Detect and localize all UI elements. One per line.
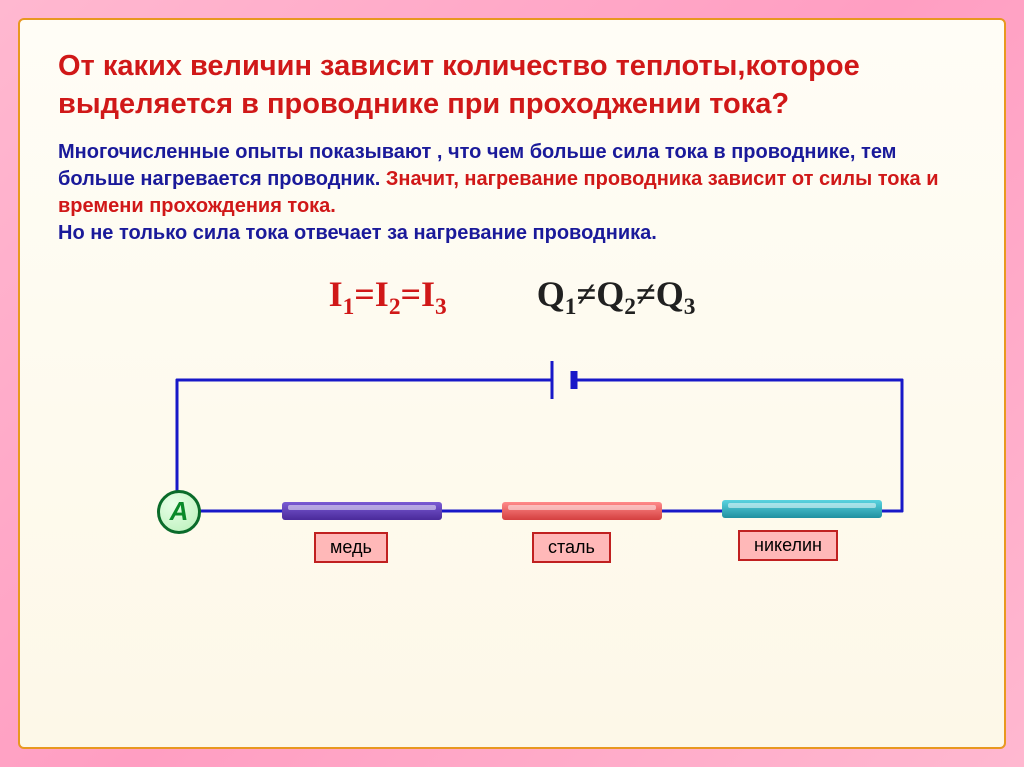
eq-Q3: Q <box>656 274 684 314</box>
eq-neq1: ≠ <box>576 274 596 314</box>
slide-title: От каких величин зависит количество тепл… <box>58 48 966 123</box>
resistor-label-1: сталь <box>532 532 611 563</box>
eq-qsub2: 2 <box>624 295 636 321</box>
resistor-label-0: медь <box>314 532 388 563</box>
resistor-label-2: никелин <box>738 530 838 561</box>
eq-I3: I <box>421 274 435 314</box>
eq-sub1: 1 <box>343 295 355 321</box>
equation-heat: Q1≠Q2≠Q3 <box>537 273 696 321</box>
eq-eq1: = <box>354 274 375 314</box>
eq-qsub3: 3 <box>684 295 696 321</box>
circuit-wires <box>82 350 942 600</box>
eq-Q1: Q <box>537 274 565 314</box>
eq-sub2: 2 <box>389 295 401 321</box>
resistor-1 <box>502 502 662 520</box>
eq-sub3: 3 <box>435 295 447 321</box>
eq-I1: I <box>329 274 343 314</box>
resistor-2 <box>722 500 882 518</box>
resistor-0 <box>282 502 442 520</box>
body-text: Многочисленные опыты показывают , что че… <box>58 139 966 247</box>
eq-eq2: = <box>401 274 422 314</box>
eq-neq2: ≠ <box>636 274 656 314</box>
slide-container: От каких величин зависит количество тепл… <box>18 18 1006 749</box>
ammeter-icon: А <box>157 490 201 534</box>
eq-I2: I <box>375 274 389 314</box>
body-part3: Но не только сила тока отвечает за нагре… <box>58 222 657 244</box>
eq-qsub1: 1 <box>565 295 577 321</box>
circuit-diagram: медь сталь никелин А <box>82 350 942 600</box>
eq-Q2: Q <box>596 274 624 314</box>
equation-currents: I1=I2=I3 <box>329 273 447 321</box>
equations-row: I1=I2=I3 Q1≠Q2≠Q3 <box>58 273 966 321</box>
